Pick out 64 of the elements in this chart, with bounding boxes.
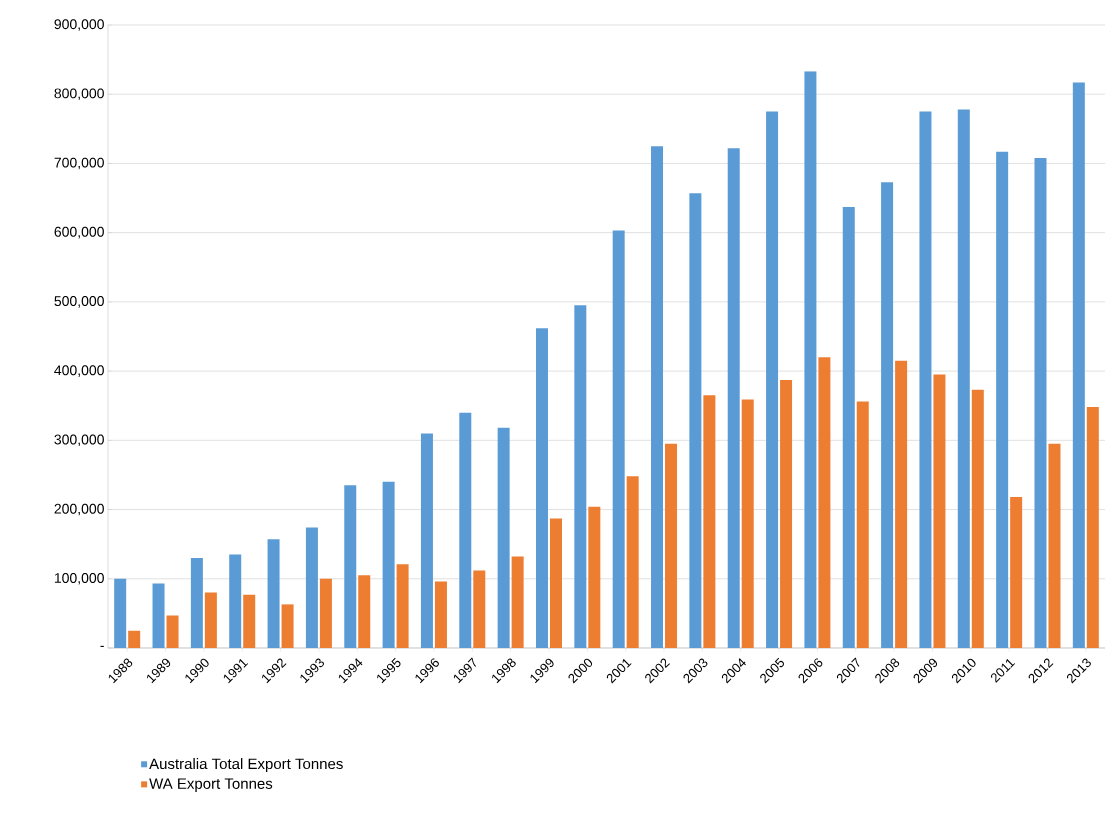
bar xyxy=(933,374,946,648)
y-tick-label: 500,000 xyxy=(54,296,104,308)
bar xyxy=(319,578,332,648)
y-tick-label: 800,000 xyxy=(54,88,104,100)
bar xyxy=(612,230,625,648)
bar xyxy=(434,581,447,648)
bar xyxy=(665,443,678,648)
bar xyxy=(229,554,242,648)
bar xyxy=(1072,82,1085,648)
bar xyxy=(766,111,779,648)
bar xyxy=(549,518,562,648)
bar xyxy=(473,570,486,648)
bar xyxy=(842,207,855,648)
bar xyxy=(895,360,908,648)
bar xyxy=(497,427,510,648)
bar xyxy=(881,182,894,648)
bar xyxy=(971,389,984,648)
bar xyxy=(957,109,970,648)
bar xyxy=(305,527,318,648)
bar xyxy=(727,148,740,648)
legend-label: Australia Total Export Tonnes xyxy=(149,758,343,773)
bar xyxy=(1086,407,1099,648)
bar xyxy=(344,485,357,648)
bar xyxy=(281,604,294,648)
bar xyxy=(511,556,524,648)
bar xyxy=(996,151,1009,648)
bar xyxy=(626,476,639,648)
bar xyxy=(396,564,409,648)
bar xyxy=(741,399,754,648)
bar xyxy=(804,71,817,648)
bar xyxy=(818,357,831,648)
bar xyxy=(152,583,165,648)
bar xyxy=(204,592,217,648)
bar xyxy=(243,594,256,648)
bar xyxy=(651,146,664,648)
bar xyxy=(689,193,702,648)
y-tick-label: 900,000 xyxy=(54,19,104,31)
bar xyxy=(780,380,793,648)
y-tick-label: 200,000 xyxy=(54,503,104,516)
bar xyxy=(128,630,141,648)
y-tick-label: 100,000 xyxy=(54,572,104,585)
bar xyxy=(535,328,548,648)
bar xyxy=(190,558,203,648)
bar xyxy=(588,506,601,648)
y-tick-label: 700,000 xyxy=(54,157,104,170)
bar xyxy=(459,412,472,648)
y-tick-label: - xyxy=(100,645,104,647)
y-tick-label: 400,000 xyxy=(54,365,104,377)
bar xyxy=(703,395,716,648)
bar xyxy=(114,578,127,648)
bar xyxy=(166,615,179,648)
legend-label: WA Export Tonnes xyxy=(149,778,273,792)
bar xyxy=(856,401,869,648)
bar xyxy=(1048,443,1061,648)
bar xyxy=(267,539,280,648)
bar xyxy=(420,433,433,648)
y-tick-label: 300,000 xyxy=(54,434,104,447)
bar xyxy=(574,305,587,648)
y-tick-label: 600,000 xyxy=(54,226,104,239)
bar xyxy=(358,575,371,648)
bar xyxy=(1034,157,1047,648)
bar xyxy=(1010,497,1023,648)
bar xyxy=(382,481,395,648)
bar xyxy=(919,111,932,648)
